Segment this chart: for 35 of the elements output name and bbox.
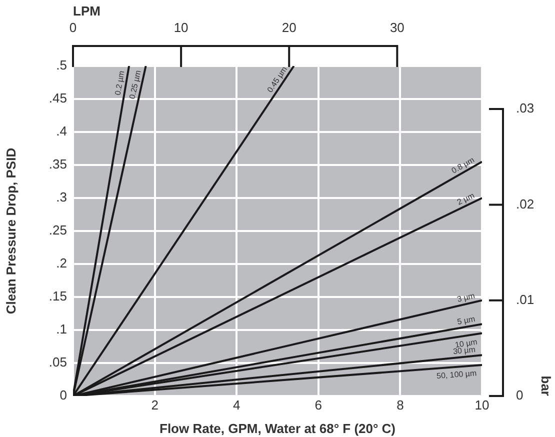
- x-tick-label: 10: [474, 397, 490, 412]
- y2-axis-title: bar: [538, 376, 554, 396]
- y-tick-label: .4: [56, 124, 67, 139]
- y-axis-title: Clean Pressure Drop, PSID: [3, 148, 18, 314]
- text: 0.25 µm: [128, 69, 143, 100]
- text: 0.2 µm: [113, 70, 126, 96]
- x2-tick-label: 0: [69, 20, 77, 35]
- y2-tick-label: 0: [516, 388, 524, 403]
- y-tick-label: .3: [56, 190, 67, 205]
- text: 3 µm: [456, 291, 476, 304]
- y-tick-label: .15: [48, 288, 67, 304]
- y2-tick-label: .02: [516, 196, 534, 212]
- text: 2 µm: [456, 190, 476, 207]
- y-tick-label: .45: [48, 90, 67, 106]
- x-tick-label: 4: [232, 397, 240, 412]
- x2-tick-label: 30: [390, 20, 404, 35]
- x-tick-label: 6: [314, 397, 322, 412]
- y-tick-label: .2: [56, 256, 67, 271]
- x2-tick-label: 10: [174, 20, 188, 35]
- y2-tick-label: .03: [516, 100, 534, 116]
- y-tick-label: .1: [56, 322, 67, 337]
- y-tick-label: .25: [48, 222, 67, 238]
- x-tick-label: 8: [396, 397, 404, 412]
- x2-tick-label: 20: [282, 20, 296, 35]
- x-tick-label: 2: [151, 397, 158, 412]
- x-axis-title: Flow Rate, GPM, Water at 68° F (20° C): [159, 420, 396, 436]
- y-tick-label: .35: [48, 156, 67, 172]
- x2-axis-title: LPM: [73, 3, 100, 18]
- y-tick-label: .5: [56, 58, 67, 73]
- y-tick-label: 0: [60, 388, 67, 403]
- y2-tick-label: .01: [516, 292, 534, 307]
- series-label: 50, 100 µm: [436, 368, 478, 381]
- text: 5 µm: [456, 314, 476, 326]
- y-tick-label: .05: [48, 354, 67, 370]
- text: 0.8 µm: [450, 155, 476, 176]
